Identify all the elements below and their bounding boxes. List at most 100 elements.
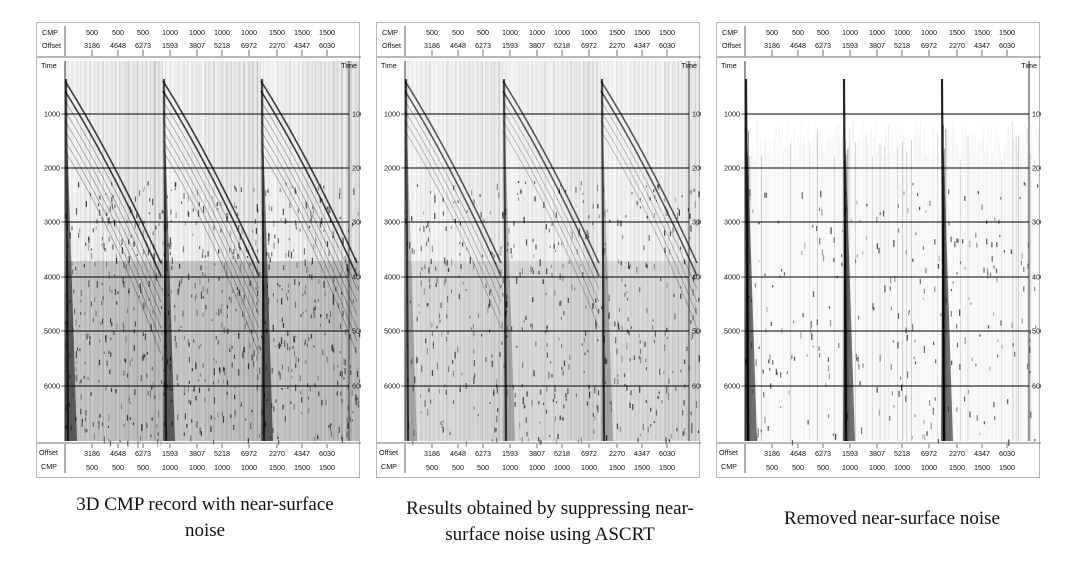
cmp-tick-label: 1000 — [162, 463, 178, 472]
time-axis-label-left: Time — [721, 61, 737, 70]
offset-tick-label: 4347 — [294, 449, 310, 458]
seismic-traces — [404, 61, 700, 447]
cmp-tick-label: 1000 — [554, 463, 570, 472]
cmp-tick-label: 1000 — [921, 28, 937, 37]
caption-removed: Removed near-surface noise — [784, 508, 1000, 529]
offset-tick-label: 6030 — [999, 41, 1015, 50]
time-tick-label-left: 4000 — [384, 273, 400, 282]
time-tick-label-right: 4000 — [692, 273, 701, 282]
offset-tick-label: 6273 — [475, 41, 491, 50]
panel-ascrt: CMP Offset 500 3186 500 4648 500 6273 1000 1593 10… — [376, 22, 701, 478]
offset-axis-label-top: Offset — [42, 41, 61, 50]
offset-tick-label: 4347 — [974, 449, 990, 458]
cmp-tick-label: 1500 — [294, 463, 310, 472]
cmp-tick-label: 1500 — [999, 463, 1015, 472]
offset-tick-label: 3807 — [529, 41, 545, 50]
cmp-tick-label: 1500 — [974, 463, 990, 472]
time-tick-label-left: 2000 — [724, 164, 740, 173]
time-tick-label-right: 6000 — [1032, 382, 1041, 391]
offset-tick-label: 6273 — [135, 449, 151, 458]
offset-axis-label-bottom: Offset — [379, 448, 398, 457]
offset-tick-label: 6030 — [659, 41, 675, 50]
time-tick-label-right: 2000 — [692, 164, 701, 173]
time-tick-label-right: 3000 — [1032, 218, 1041, 227]
cmp-tick-label: 1500 — [319, 28, 335, 37]
cmp-tick-label: 1000 — [842, 28, 858, 37]
offset-tick-label: 6273 — [815, 449, 831, 458]
offset-tick-label: 6972 — [581, 41, 597, 50]
cmp-axis-label-top: CMP — [722, 28, 738, 37]
offset-tick-label: 2270 — [269, 41, 285, 50]
cmp-tick-label: 1000 — [894, 463, 910, 472]
time-tick-label-left: 6000 — [44, 382, 60, 391]
offset-tick-label: 3807 — [869, 41, 885, 50]
offset-tick-label: 5218 — [554, 449, 570, 458]
cmp-tick-label: 1000 — [581, 463, 597, 472]
time-tick-label-left: 2000 — [384, 164, 400, 173]
time-tick-label-left: 1000 — [44, 110, 60, 119]
time-tick-label-right: 5000 — [1032, 327, 1041, 336]
time-tick-label-right: 1000 — [352, 110, 361, 119]
time-tick-label-right: 1000 — [1032, 110, 1041, 119]
cmp-axis-label-top: CMP — [42, 28, 58, 37]
cmp-tick-label: 1000 — [502, 28, 518, 37]
offset-tick-label: 6030 — [659, 449, 675, 458]
offset-axis-label-top: Offset — [722, 41, 741, 50]
cmp-tick-label: 1500 — [999, 28, 1015, 37]
time-axis-label-left: Time — [381, 61, 397, 70]
time-tick-label-left: 1000 — [724, 110, 740, 119]
cmp-tick-label: 1500 — [974, 28, 990, 37]
cmp-tick-label: 1000 — [554, 28, 570, 37]
cmp-tick-label: 1500 — [634, 463, 650, 472]
time-tick-label-left: 3000 — [724, 218, 740, 227]
offset-tick-label: 6972 — [921, 449, 937, 458]
time-tick-label-right: 5000 — [352, 327, 361, 336]
cmp-tick-label: 500 — [426, 28, 438, 37]
offset-tick-label: 2270 — [269, 449, 285, 458]
cmp-tick-label: 1500 — [319, 463, 335, 472]
seismic-traces — [64, 61, 361, 448]
cmp-tick-label: 1500 — [609, 463, 625, 472]
cmp-tick-label: 1000 — [214, 463, 230, 472]
offset-tick-label: 6972 — [241, 449, 257, 458]
cmp-tick-label: 500 — [766, 28, 778, 37]
seismic-section-removed: CMP Offset 500 3186 500 4648 500 6273 1000 1593 10… — [717, 26, 1041, 473]
time-tick-label-left: 5000 — [724, 327, 740, 336]
offset-axis-label-top: Offset — [382, 41, 401, 50]
offset-tick-label: 4347 — [294, 41, 310, 50]
offset-tick-label: 3807 — [529, 449, 545, 458]
offset-axis-label-bottom: Offset — [39, 448, 58, 457]
time-tick-label-right: 2000 — [352, 164, 361, 173]
time-tick-label-right: 5000 — [692, 327, 701, 336]
offset-tick-label: 1593 — [502, 449, 518, 458]
time-tick-label-right: 1000 — [692, 110, 701, 119]
time-tick-label-right: 3000 — [352, 218, 361, 227]
panel-removed: CMP Offset 500 3186 500 4648 500 6273 1000 1593 10… — [716, 22, 1041, 478]
offset-tick-label: 1593 — [162, 41, 178, 50]
time-tick-label-right: 6000 — [692, 382, 701, 391]
cmp-tick-label: 500 — [817, 463, 829, 472]
time-tick-label-right: 4000 — [1032, 273, 1041, 282]
offset-tick-label: 3186 — [424, 449, 440, 458]
cmp-tick-label: 1500 — [294, 28, 310, 37]
cmp-tick-label: 1000 — [502, 463, 518, 472]
offset-tick-label: 6273 — [475, 449, 491, 458]
time-tick-label-left: 4000 — [44, 273, 60, 282]
cmp-tick-label: 1500 — [949, 28, 965, 37]
seismic-section-ascrt: CMP Offset 500 3186 500 4648 500 6273 1000 1593 10… — [377, 26, 701, 473]
cmp-tick-label: 500 — [426, 463, 438, 472]
time-tick-label-left: 3000 — [384, 218, 400, 227]
cmp-tick-label: 1000 — [921, 463, 937, 472]
offset-tick-label: 4648 — [450, 449, 466, 458]
time-tick-label-left: 5000 — [44, 327, 60, 336]
cmp-tick-label: 500 — [817, 28, 829, 37]
offset-tick-label: 4347 — [634, 41, 650, 50]
offset-tick-label: 3807 — [869, 449, 885, 458]
cmp-tick-label: 1000 — [162, 28, 178, 37]
time-tick-label-left: 3000 — [44, 218, 60, 227]
cmp-tick-label: 500 — [452, 463, 464, 472]
time-tick-label-left: 2000 — [44, 164, 60, 173]
cmp-tick-label: 1000 — [842, 463, 858, 472]
offset-tick-label: 3186 — [764, 41, 780, 50]
offset-tick-label: 4648 — [450, 41, 466, 50]
